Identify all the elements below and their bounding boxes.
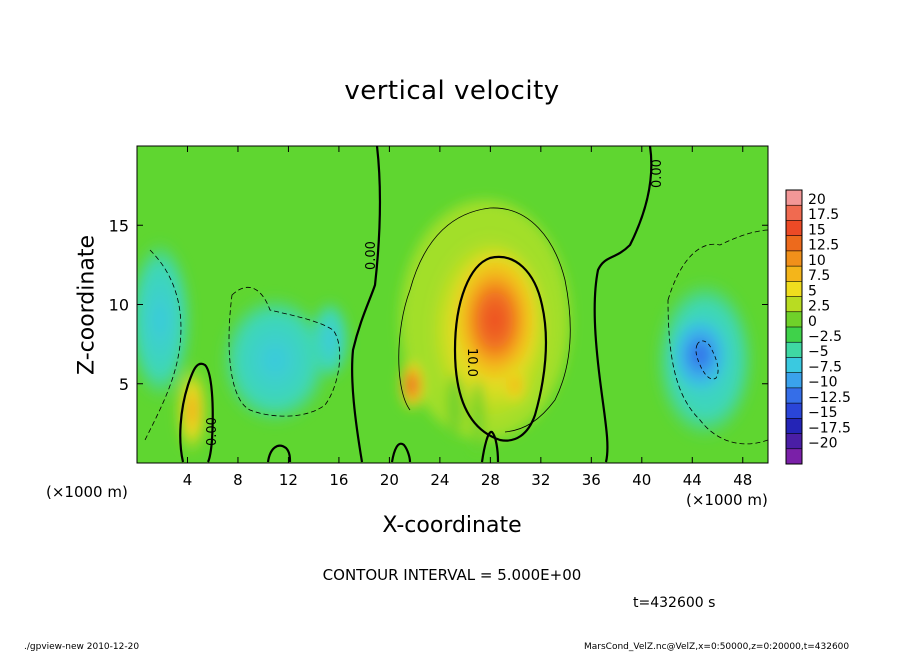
y-tick-label: 10 [109,296,129,315]
x-tick-label: 12 [279,471,298,489]
y-axis: 5 10 15 [109,216,768,394]
x-tick-label: 40 [632,471,651,489]
x-unit-label-right: (×1000 m) [686,491,768,509]
colorbar: 2017.51512.5107.552.50−2.5−5−7.5−10−12.5… [785,189,851,465]
colorbar-swatch [786,296,802,313]
x-tick-label: 36 [582,471,601,489]
contour-label: 0.00 [650,159,665,188]
x-tick-label: 4 [183,471,193,489]
colorbar-label: 10 [808,253,826,269]
colorbar-swatch [786,281,802,298]
colorbar-swatch [786,342,802,358]
footer-left: ./gpview-new 2010-12-20 [24,642,140,652]
colorbar-swatch [786,372,802,389]
colorbar-swatch [786,448,802,465]
colorbar-label: −15 [808,405,838,421]
colorbar-label: −10 [808,375,838,391]
x-tick-label: 16 [329,471,348,489]
footer-right: MarsCond_VelZ.nc@VelZ,x=0:50000,z=0:2000… [584,642,850,652]
colorbar-swatch [786,433,802,450]
colorbar-swatch [786,190,802,206]
contour-label-group: 0.00 0.00 0.00 10.0 [205,159,665,446]
colorbar-label: −2.5 [808,329,842,345]
x-tick-label: 8 [233,471,243,489]
colorbar-label: −7.5 [808,359,842,375]
contour-interval-note: CONTOUR INTERVAL = 5.000E+00 [322,566,582,584]
x-tick-label: 32 [531,471,550,489]
colorbar-label: 5 [808,283,817,299]
colorbar-swatch [786,327,802,343]
colorbar-label: 2.5 [808,299,830,315]
x-tick-label: 24 [430,471,449,489]
chart-title: vertical velocity [344,76,560,106]
x-tick-label: 48 [733,471,752,489]
time-label: t=432600 s [633,595,716,611]
x-tick-label: 28 [481,471,500,489]
colorbar-label: 15 [808,222,826,238]
colorbar-swatch [786,220,802,237]
y-axis-label: Z-coordinate [74,235,100,375]
colorbar-swatch [786,235,802,252]
y-tick-label: 5 [119,375,129,394]
colorbar-swatch [786,266,802,282]
colorbar-swatch [786,205,802,221]
x-unit-label-left: (×1000 m) [46,483,128,501]
contour-label: 10.0 [464,348,479,377]
x-axis-label: X-coordinate [382,513,522,538]
contour-label: 0.00 [364,241,379,270]
colorbar-swatch [786,311,802,328]
x-tick-label: 44 [683,471,702,489]
colorbar-label: 20 [808,192,826,208]
x-axis: 4 8 12 16 20 24 28 32 36 40 44 48 [183,146,752,489]
colorbar-swatch [786,403,802,419]
colorbar-label: 12.5 [808,238,839,254]
colorbar-label: −20 [808,436,838,452]
y-tick-label: 15 [109,216,129,235]
colorbar-swatch [786,250,802,267]
heatmap-field [137,146,768,463]
colorbar-label: 7.5 [808,268,830,284]
colorbar-label: 17.5 [808,207,839,223]
contour-label: 0.00 [205,417,220,446]
colorbar-swatch [786,387,802,404]
colorbar-label: −5 [808,344,829,360]
colorbar-swatch [786,357,802,374]
colorbar-label: 0 [808,314,817,330]
contour-lines [144,146,768,463]
x-tick-label: 20 [380,471,399,489]
colorbar-swatch [786,418,802,435]
colorbar-label: −12.5 [808,390,851,406]
colorbar-label: −17.5 [808,420,851,436]
